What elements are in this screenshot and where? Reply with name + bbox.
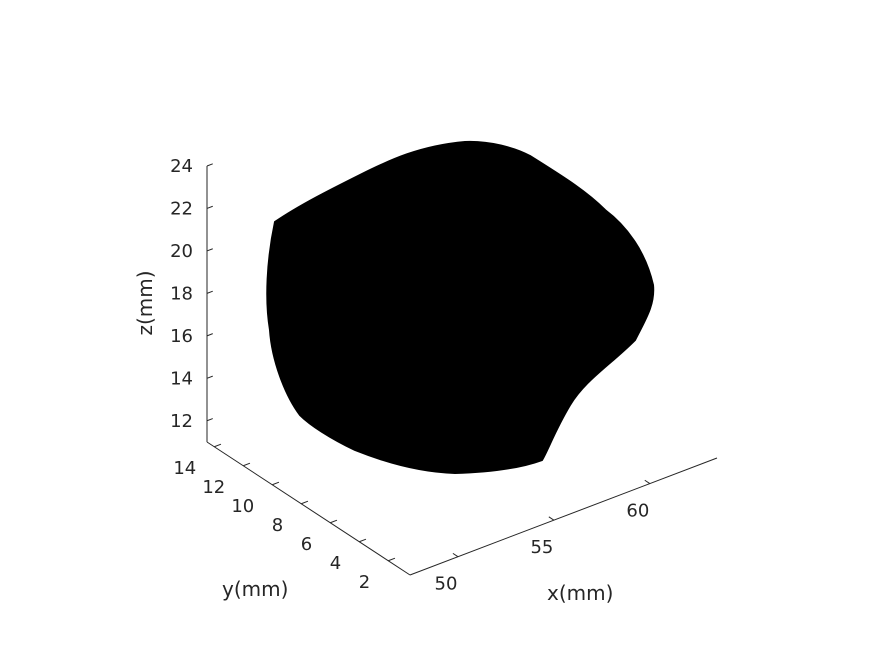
z-tick-mark bbox=[206, 248, 213, 252]
y-tick-label: 14 bbox=[173, 458, 196, 479]
z-tick-mark bbox=[206, 290, 213, 294]
z-axis-label: z(mm) bbox=[133, 270, 157, 335]
x-tick-label: 55 bbox=[530, 537, 553, 558]
y-tick-mark bbox=[243, 462, 251, 467]
z-tick-label: 12 bbox=[170, 411, 193, 432]
z-tick-mark bbox=[206, 205, 213, 209]
x-tick-mark bbox=[644, 479, 651, 485]
x-tick-label: 60 bbox=[626, 501, 649, 522]
y-tick-mark bbox=[359, 538, 367, 543]
y-axis-line bbox=[206, 441, 411, 576]
z-tick-label: 16 bbox=[170, 326, 193, 347]
y-tick-label: 12 bbox=[202, 477, 225, 498]
surface-mesh bbox=[266, 140, 655, 475]
y-tick-label: 8 bbox=[272, 515, 283, 536]
x-tick-label: 50 bbox=[435, 574, 458, 595]
z-tick-mark bbox=[206, 418, 213, 422]
z-tick-label: 18 bbox=[170, 283, 193, 304]
z-tick-mark bbox=[206, 333, 213, 337]
z-tick-label: 20 bbox=[170, 241, 193, 262]
y-tick-label: 4 bbox=[330, 553, 341, 574]
z-tick-label: 14 bbox=[170, 368, 193, 389]
y-tick-mark bbox=[388, 557, 396, 562]
z-tick-mark bbox=[206, 375, 213, 379]
y-tick-mark bbox=[272, 481, 280, 486]
z-tick-mark bbox=[206, 163, 213, 167]
z-tick-label: 22 bbox=[170, 198, 193, 219]
y-tick-mark bbox=[301, 500, 309, 505]
x-tick-mark bbox=[548, 516, 555, 521]
x-axis-label: x(mm) bbox=[547, 581, 613, 605]
y-tick-label: 2 bbox=[359, 572, 370, 593]
y-axis-label: y(mm) bbox=[222, 577, 288, 601]
y-tick-mark bbox=[214, 443, 222, 448]
y-tick-mark bbox=[330, 519, 338, 524]
z-tick-label: 24 bbox=[170, 156, 193, 177]
x-tick-mark bbox=[452, 552, 459, 558]
y-tick-label: 10 bbox=[231, 496, 254, 517]
x-axis-line bbox=[409, 457, 718, 576]
y-tick-label: 6 bbox=[301, 534, 312, 555]
